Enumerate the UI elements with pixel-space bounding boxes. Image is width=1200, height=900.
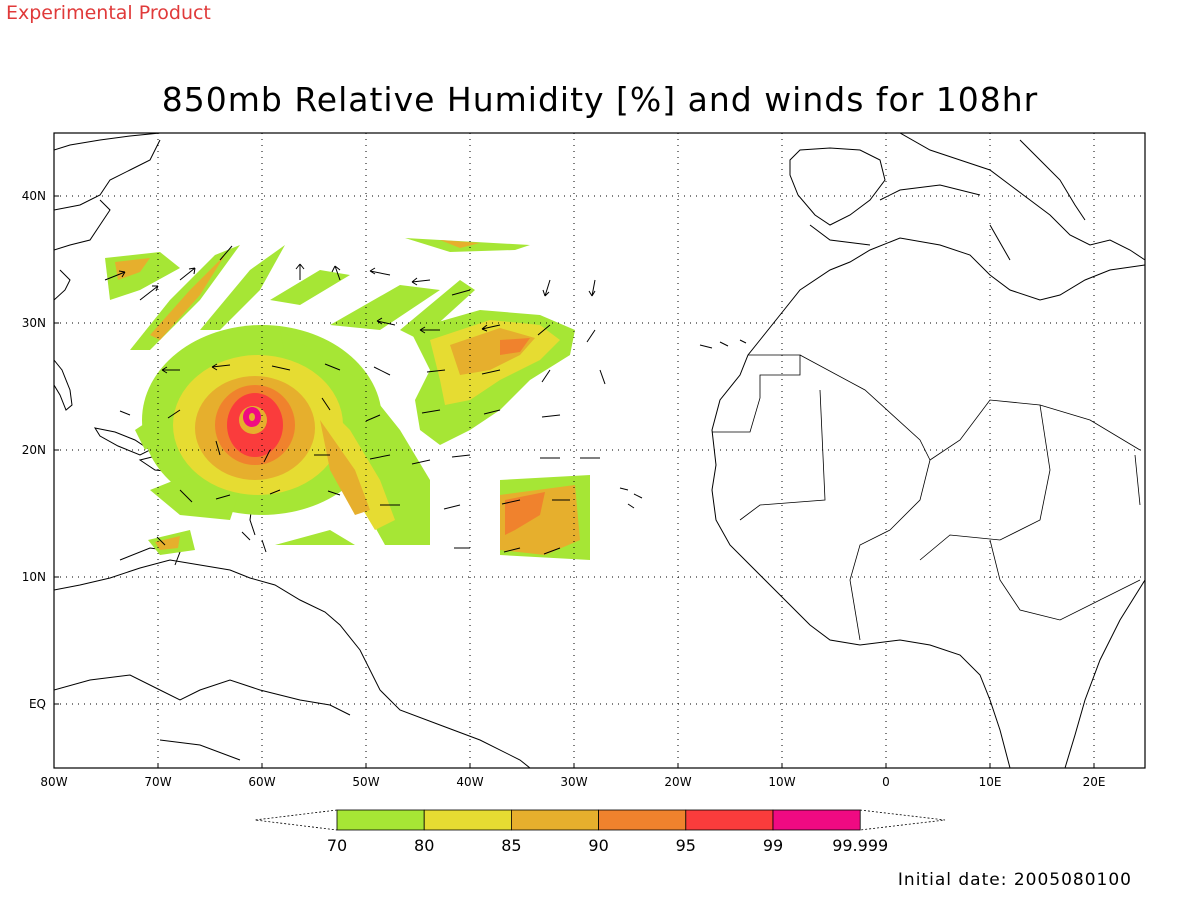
lon-tick-label: 30W <box>560 775 587 789</box>
lon-tick-label: 70W <box>144 775 171 789</box>
colorbar-swatch <box>598 809 687 831</box>
lat-tick-label: EQ <box>29 697 46 711</box>
lon-tick-label: 10E <box>979 775 1002 789</box>
lat-tick-label: 40N <box>22 189 46 203</box>
lon-tick-label: 50W <box>352 775 379 789</box>
colorbar-swatch <box>685 809 774 831</box>
lon-tick-label: 20W <box>664 775 691 789</box>
humidity-field <box>105 238 590 560</box>
map-title: 850mb Relative Humidity [%] and winds fo… <box>161 80 1039 119</box>
lon-tick-label: 0 <box>882 775 890 789</box>
experimental-product-label: Experimental Product <box>6 2 211 24</box>
lon-tick-label: 20E <box>1083 775 1106 789</box>
wind-vectors <box>104 245 606 555</box>
lon-tick-label: 10W <box>768 775 795 789</box>
colorbar-swatch <box>772 809 861 831</box>
colorbar-swatch <box>510 809 599 831</box>
colorbar-label: 85 <box>501 836 522 855</box>
colorbar-label: 99 <box>762 836 784 855</box>
colorbar <box>254 809 946 831</box>
colorbar-label: 95 <box>675 836 696 855</box>
coastlines <box>54 133 1145 768</box>
latitude-ticks: 40N 30N 20N 10N EQ <box>22 189 59 711</box>
lon-tick-label: 80W <box>40 775 67 789</box>
country-borders <box>712 354 1141 641</box>
colorbar-label: 99.999 <box>832 836 889 855</box>
colorbar-swatch <box>336 809 425 831</box>
lat-tick-label: 30N <box>22 316 46 330</box>
colorbar-label: 90 <box>588 836 609 855</box>
lon-tick-label: 60W <box>248 775 275 789</box>
lon-tick-label: 40W <box>456 775 483 789</box>
colorbar-label: 70 <box>326 836 348 855</box>
colorbar-swatch <box>423 809 512 831</box>
longitude-ticks: 80W 70W 60W 50W 40W 30W 20W 10W 0 10E 20E <box>40 763 1105 789</box>
colorbar-label: 80 <box>414 836 435 855</box>
initial-date: Initial date: 2005080100 <box>897 870 1132 890</box>
lat-tick-label: 20N <box>22 443 46 457</box>
lat-tick-label: 10N <box>22 570 46 584</box>
